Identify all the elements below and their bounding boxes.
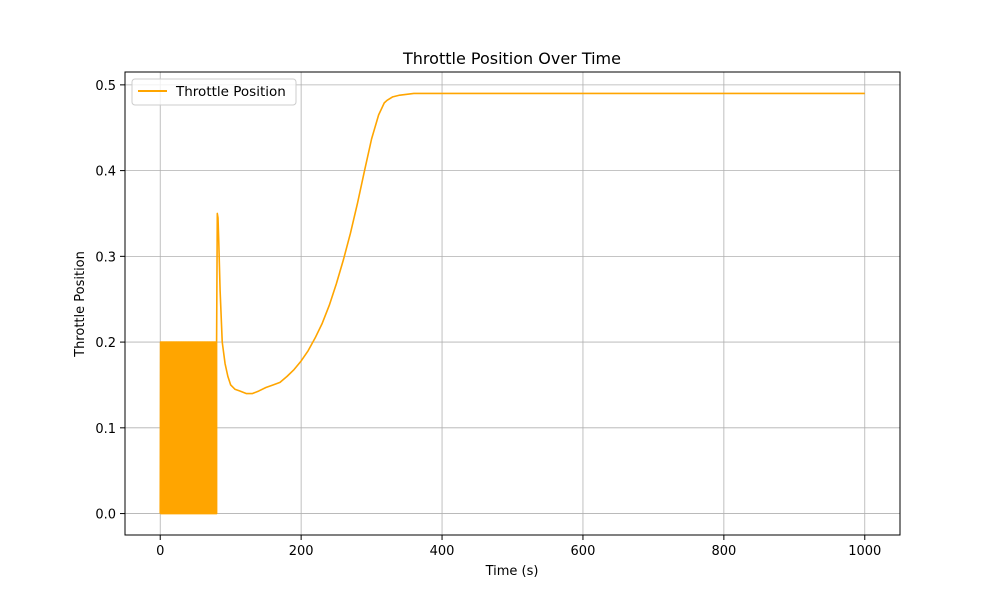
x-tick-label: 200 (289, 544, 314, 559)
x-tick-label: 400 (430, 544, 455, 559)
y-axis-label: Throttle Position (73, 251, 88, 358)
x-tick-label: 600 (571, 544, 596, 559)
y-tick-label: 0.0 (95, 508, 116, 523)
y-tick-label: 0.3 (95, 250, 116, 265)
x-tick-label: 1000 (848, 544, 881, 559)
ticks: 0 200 400 600 800 1000 0.0 0.1 0.2 0.3 0.4 0.5 (95, 79, 881, 559)
x-tick-label: 0 (156, 544, 164, 559)
plot-frame (124, 71, 901, 536)
series-line-0 (159, 92, 865, 515)
legend-box (131, 78, 297, 106)
y-tick-label: 0.1 (95, 422, 116, 437)
y-tick-label: 0.2 (95, 336, 116, 351)
chart-title: Throttle Position Over Time (402, 49, 621, 68)
plot-data (159, 92, 865, 515)
legend-label: Throttle Position (175, 84, 286, 100)
x-axis-label: Time (s) (485, 564, 539, 579)
y-tick-label: 0.4 (95, 165, 116, 180)
legend: Throttle Position (131, 78, 297, 106)
y-tick-label: 0.5 (95, 79, 116, 94)
x-tick-label: 800 (711, 544, 736, 559)
grid (125, 72, 900, 535)
